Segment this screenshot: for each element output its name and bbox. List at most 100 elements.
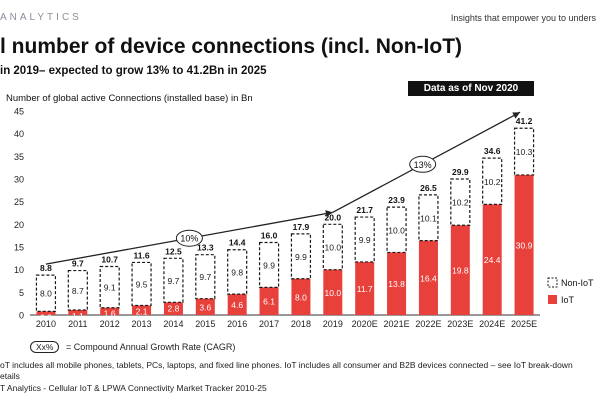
total-value-label: 14.4 bbox=[229, 238, 246, 248]
cagr-note-text: = Compound Annual Growth Rate (CAGR) bbox=[66, 342, 236, 352]
cagr-arrow-2019-2025-head bbox=[512, 112, 521, 119]
non-iot-bar bbox=[322, 223, 343, 271]
iot-bar bbox=[132, 305, 152, 315]
page-subtitle: in 2019– expected to grow 13% to 41.2Bn … bbox=[0, 65, 267, 77]
brand-logo-text: ANALYTICS bbox=[0, 12, 82, 23]
total-value-label: 41.2 bbox=[516, 116, 533, 126]
iot-value-label: 1.6 bbox=[104, 309, 116, 319]
cagr-2019-2025-label: 13% bbox=[414, 160, 432, 170]
non-iot-bar bbox=[227, 249, 248, 295]
footnote-line-2: etails bbox=[0, 371, 20, 381]
total-value-label: 16.0 bbox=[261, 230, 278, 240]
x-tick-label: 2016 bbox=[227, 319, 247, 329]
total-value-label: 23.9 bbox=[388, 195, 405, 205]
y-tick-label: 15 bbox=[14, 243, 24, 253]
non-iot-bar bbox=[258, 241, 280, 288]
legend-label-iot: IoT bbox=[561, 295, 575, 305]
iot-bar bbox=[450, 225, 470, 315]
non-iot-bar bbox=[35, 274, 57, 312]
non-iot-bar bbox=[290, 233, 312, 280]
iot-bar bbox=[291, 278, 311, 315]
non-iot-bar bbox=[450, 178, 471, 226]
x-tick-label: 2020E bbox=[352, 319, 378, 329]
iot-value-label: 16.4 bbox=[420, 273, 437, 283]
iot-value-label: 30.9 bbox=[516, 240, 533, 250]
non-iot-value-label: 9.9 bbox=[295, 252, 307, 262]
non-iot-bar bbox=[131, 261, 152, 307]
total-value-label: 9.7 bbox=[72, 259, 84, 269]
x-tick-label: 2011 bbox=[68, 319, 87, 329]
y-axis-label: Number of global active Connections (ins… bbox=[6, 93, 253, 104]
non-iot-bar bbox=[482, 157, 503, 205]
cagr-2010-2019-label: 10% bbox=[180, 234, 198, 244]
header-tagline: Insights that empower you to unders bbox=[450, 13, 596, 23]
iot-value-label: 2.1 bbox=[136, 306, 148, 316]
non-iot-value-label: 9.8 bbox=[231, 267, 243, 277]
x-tick-label: 2023E bbox=[447, 319, 473, 329]
cagr-2010-2019-oval bbox=[175, 229, 203, 247]
x-tick-label: 2017 bbox=[259, 319, 279, 329]
x-tick-label: 2025E bbox=[511, 319, 537, 329]
x-tick-label: 2015 bbox=[195, 319, 215, 329]
cagr-note-symbol: Xx% bbox=[30, 341, 60, 353]
iot-bar bbox=[259, 287, 279, 315]
iot-bar bbox=[195, 298, 215, 315]
non-iot-value-label: 9.1 bbox=[104, 283, 116, 293]
x-tick-label: 2013 bbox=[132, 319, 152, 329]
total-value-label: 21.7 bbox=[356, 205, 373, 215]
x-tick-label: 2010 bbox=[36, 319, 56, 329]
y-tick-label: 30 bbox=[14, 175, 24, 185]
x-tick-label: 2021E bbox=[384, 319, 410, 329]
non-iot-value-label: 8.7 bbox=[72, 286, 84, 296]
non-iot-value-label: 8.0 bbox=[40, 289, 52, 299]
total-value-label: 26.5 bbox=[420, 183, 437, 193]
x-tick-label: 2019 bbox=[323, 319, 343, 329]
legend-label-non-iot: Non-IoT bbox=[561, 278, 594, 288]
y-tick-label: 25 bbox=[14, 197, 24, 207]
iot-value-label: 4.6 bbox=[231, 300, 243, 310]
non-iot-value-label: 10.1 bbox=[420, 213, 437, 223]
page-title: l number of device connections (incl. No… bbox=[0, 35, 463, 58]
y-tick-label: 5 bbox=[19, 288, 24, 298]
footnote: oT includes all mobile phones, tablets, … bbox=[0, 360, 573, 382]
total-value-label: 17.9 bbox=[293, 222, 310, 232]
source-note: T Analytics - Cellular IoT & LPWA Connec… bbox=[0, 383, 267, 393]
non-iot-bar bbox=[386, 206, 407, 254]
non-iot-value-label: 9.9 bbox=[263, 260, 275, 270]
cagr-arrow-2010-2019-head bbox=[325, 210, 333, 218]
non-iot-value-label: 9.7 bbox=[168, 276, 180, 286]
non-iot-value-label: 10.3 bbox=[516, 147, 533, 157]
y-tick-label: 20 bbox=[14, 220, 24, 230]
iot-value-label: 11.7 bbox=[357, 284, 373, 294]
total-value-label: 11.6 bbox=[134, 250, 150, 260]
iot-bar bbox=[482, 204, 502, 315]
total-value-label: 20.0 bbox=[325, 212, 342, 222]
legend-swatch-non-iot bbox=[547, 277, 558, 288]
non-iot-bar bbox=[513, 127, 535, 176]
y-tick-label: 10 bbox=[14, 265, 24, 275]
y-tick-label: 40 bbox=[14, 129, 24, 139]
iot-value-label: 19.8 bbox=[452, 266, 469, 276]
cagr-2019-2025-oval bbox=[409, 155, 437, 173]
non-iot-bar bbox=[354, 216, 375, 263]
total-value-label: 29.9 bbox=[452, 167, 469, 177]
total-value-label: 10.7 bbox=[101, 254, 118, 264]
y-tick-label: 0 bbox=[19, 311, 24, 321]
x-tick-label: 2022E bbox=[415, 319, 441, 329]
legend-swatch-iot bbox=[548, 295, 557, 304]
non-iot-value-label: 9.5 bbox=[136, 279, 148, 289]
iot-bar bbox=[68, 310, 88, 315]
x-tick-label: 2014 bbox=[163, 319, 183, 329]
x-tick-label: 2012 bbox=[100, 319, 120, 329]
iot-value-label: 24.4 bbox=[484, 255, 501, 265]
iot-value-label: 1.1 bbox=[72, 311, 84, 321]
iot-value-label: 0.8 bbox=[40, 312, 52, 322]
y-tick-label: 45 bbox=[14, 107, 24, 117]
iot-bar bbox=[100, 307, 120, 315]
data-date-badge: Data as of Nov 2020 bbox=[408, 81, 534, 96]
iot-value-label: 6.1 bbox=[263, 297, 275, 307]
total-value-label: 34.6 bbox=[484, 146, 501, 156]
iot-bar bbox=[163, 302, 183, 315]
total-value-label: 12.5 bbox=[165, 246, 182, 256]
